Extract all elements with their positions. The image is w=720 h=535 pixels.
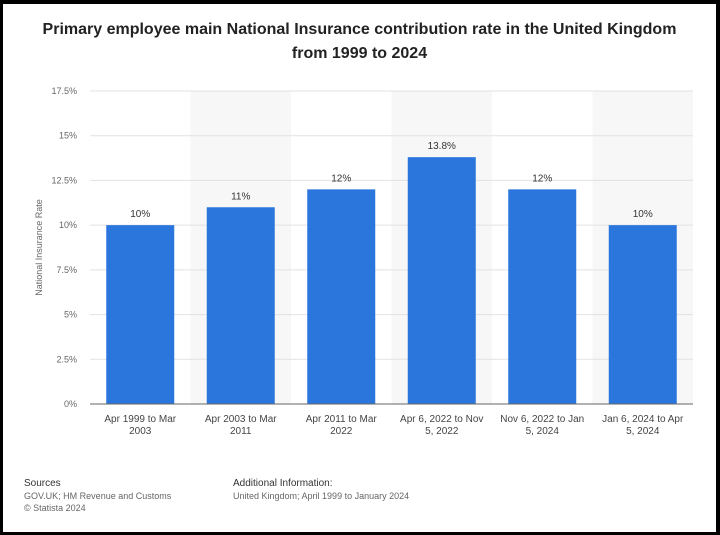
y-tick-label: 2.5%	[56, 354, 77, 364]
y-tick-label: 17.5%	[51, 86, 77, 96]
data-label: 10%	[130, 209, 150, 220]
copyright-line: © Statista 2024	[24, 503, 86, 513]
y-tick-label: 10%	[59, 220, 77, 230]
bar	[508, 189, 577, 404]
y-tick-label: 15%	[59, 131, 77, 141]
bar	[106, 225, 175, 404]
data-label: 10%	[633, 209, 653, 220]
x-tick-label: Apr 1999 to Mar	[104, 414, 176, 425]
additional-info-block: Additional Information: United Kingdom; …	[233, 478, 409, 502]
additional-info-line: United Kingdom; April 1999 to January 20…	[233, 491, 410, 501]
y-axis-title: National Insurance Rate	[34, 199, 44, 296]
data-label: 11%	[231, 191, 250, 202]
sources-block: Sources GOV.UK; HM Revenue and Customs ©…	[24, 478, 171, 514]
data-label: 12%	[331, 173, 351, 184]
x-tick-label: 2003	[129, 426, 152, 437]
y-tick-label: 7.5%	[56, 265, 77, 275]
y-tick-label: 12.5%	[51, 175, 77, 185]
data-label: 13.8%	[428, 141, 456, 152]
x-tick-label: 2011	[230, 426, 252, 437]
x-tick-label: 5, 2024	[526, 426, 560, 437]
x-tick-label: 2022	[330, 426, 353, 437]
y-tick-label: 0%	[64, 399, 77, 409]
additional-info-title: Additional Information:	[233, 478, 333, 489]
x-tick-label: Jan 6, 2024 to Apr	[602, 414, 684, 425]
y-tick-label: 5%	[64, 310, 77, 320]
x-tick-label: Apr 2011 to Mar	[306, 414, 378, 425]
sources-title: Sources	[24, 478, 61, 489]
chart-card: Primary employee main National Insurance…	[3, 4, 716, 532]
x-tick-label: 5, 2022	[425, 426, 459, 437]
bar	[608, 225, 677, 404]
bar	[307, 189, 376, 404]
x-tick-label: Apr 2003 to Mar	[205, 414, 277, 425]
x-tick-label: Apr 6, 2022 to Nov	[400, 414, 483, 425]
chart-title: Primary employee main National Insurance…	[42, 21, 677, 62]
x-tick-label: Nov 6, 2022 to Jan	[500, 414, 584, 425]
bar	[407, 157, 476, 404]
bar	[206, 207, 275, 404]
sources-line: GOV.UK; HM Revenue and Customs	[24, 491, 172, 501]
data-label: 12%	[532, 173, 552, 184]
bar-chart: 0% 2.5% 5% 7.5% 10% 12.5% 15% 17.5% National Ins…	[34, 86, 693, 437]
x-tick-label: 5, 2024	[626, 426, 660, 437]
